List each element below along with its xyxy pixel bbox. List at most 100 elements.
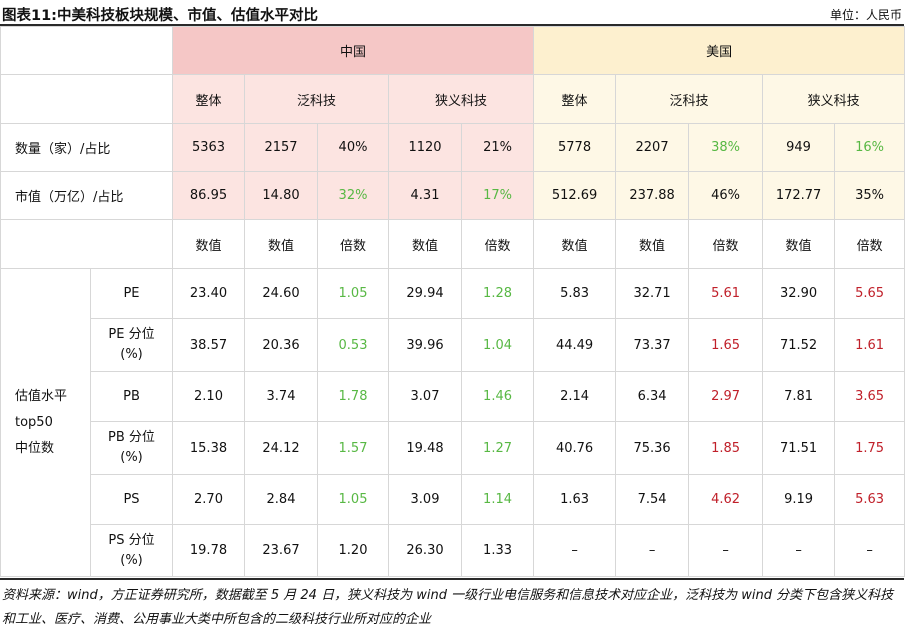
cell: 73.37 (615, 318, 690, 372)
cell: 39.96 (388, 318, 462, 372)
cell: 5.83 (533, 268, 617, 319)
cell: 32.90 (762, 268, 836, 319)
cell: 2.84 (244, 474, 318, 525)
cell: 38% (688, 123, 764, 172)
table-row: 数量（家）/占比 5363 2157 40% 1120 21% 5778 220… (0, 123, 906, 172)
cell: 14.80 (244, 171, 318, 220)
cell: 4.62 (688, 474, 764, 525)
table-row: PS 分位 (%) 19.78 23.67 1.20 26.30 1.33 – … (1, 524, 906, 577)
bottom-rule (0, 578, 904, 580)
table-row: PS 2.70 2.84 1.05 3.09 1.14 1.63 7.54 4.… (1, 474, 906, 525)
cell: 20.36 (244, 318, 318, 372)
cell: 5.63 (834, 474, 906, 525)
row-label-line: (%) (120, 450, 143, 465)
table-row: 市值（万亿）/占比 86.95 14.80 32% 4.31 17% 512.6… (0, 171, 906, 220)
corner-cell-2 (0, 74, 173, 124)
us-narrow-header: 狭义科技 (762, 74, 906, 124)
cn-whole-header: 整体 (172, 74, 245, 124)
cell: 6.34 (615, 371, 690, 422)
cell: 44.49 (533, 318, 617, 372)
row-label-line: PB 分位 (108, 430, 155, 445)
cell: 1.28 (460, 268, 535, 319)
metric-multiple-header: 倍数 (317, 219, 389, 269)
cell: – (615, 524, 690, 577)
cell: 1.04 (460, 318, 535, 372)
group-us: 美国 (533, 26, 906, 75)
cell: 1.75 (834, 421, 906, 475)
cell: 1.14 (460, 474, 535, 525)
cell: 2.10 (172, 371, 245, 422)
cell: 21% (460, 123, 535, 172)
cell: 1.85 (688, 421, 764, 475)
cell: 949 (762, 123, 836, 172)
side-label-line: 中位数 (15, 440, 55, 456)
cell: 5.61 (688, 268, 764, 319)
cell: 1.05 (317, 474, 389, 525)
cell: 40% (317, 123, 389, 172)
cell: 46% (688, 171, 764, 220)
cell: 29.94 (388, 268, 462, 319)
cell: 40.76 (533, 421, 617, 475)
cell: 71.52 (762, 318, 836, 372)
table-row: PE 分位 (%) 38.57 20.36 0.53 39.96 1.04 44… (1, 318, 906, 372)
side-label-line: 估值水平 (15, 388, 68, 404)
cell: 5363 (172, 123, 245, 172)
cell: 172.77 (762, 171, 836, 220)
metric-multiple-header: 倍数 (834, 219, 906, 269)
cell: 5.65 (834, 268, 906, 319)
row-label-ps: PS (90, 474, 173, 525)
row-label-pb: PB (90, 371, 173, 422)
group-china: 中国 (171, 26, 535, 75)
cell: 38.57 (172, 318, 245, 372)
cell: 2207 (615, 123, 690, 172)
table-row: PB 分位 (%) 15.38 24.12 1.57 19.48 1.27 40… (1, 421, 906, 475)
sub-header-row: 整体 泛科技 狭义科技 整体 泛科技 狭义科技 (0, 74, 906, 124)
metric-multiple-header: 倍数 (460, 219, 535, 269)
metric-header-row: 数值 数值 倍数 数值 倍数 数值 数值 倍数 数值 倍数 (0, 219, 906, 269)
figure-title: 图表11:中美科技板块规模、市值、估值水平对比 (2, 8, 318, 24)
row-label-pe: PE (90, 268, 173, 319)
metric-value-header: 数值 (172, 219, 245, 269)
cell: 1120 (388, 123, 462, 172)
cell: – (762, 524, 836, 577)
cell: – (688, 524, 764, 577)
cell: 1.27 (460, 421, 535, 475)
corner-cell-3 (0, 219, 173, 269)
side-label-line: top50 (15, 414, 53, 430)
row-label-pe-pct: PE 分位 (%) (90, 318, 173, 372)
cell: – (834, 524, 906, 577)
row-label-count: 数量（家）/占比 (0, 123, 173, 172)
cn-broad-header: 泛科技 (244, 74, 389, 124)
cell: 1.05 (317, 268, 389, 319)
metric-value-header: 数值 (388, 219, 462, 269)
cn-narrow-header: 狭义科技 (387, 74, 535, 124)
cell: 2.97 (688, 371, 764, 422)
unit-label: 单位：人民币 (829, 8, 902, 22)
row-label-ps-pct: PS 分位 (%) (90, 524, 173, 577)
corner-cell (0, 26, 173, 75)
cell: 2.70 (172, 474, 245, 525)
top-rule (0, 24, 904, 26)
metric-value-header: 数值 (533, 219, 617, 269)
us-whole-header: 整体 (533, 74, 617, 124)
cell: 1.61 (834, 318, 906, 372)
cell: 32.71 (615, 268, 690, 319)
cell: 1.78 (317, 371, 389, 422)
cell: 7.54 (615, 474, 690, 525)
cell: 75.36 (615, 421, 690, 475)
cell: 17% (460, 171, 535, 220)
cell: 35% (834, 171, 906, 220)
cell: 23.40 (172, 268, 245, 319)
cell: 3.74 (244, 371, 318, 422)
row-label-line: PE 分位 (108, 327, 155, 342)
row-label-mcap: 市值（万亿）/占比 (0, 171, 173, 220)
cell: 2.14 (533, 371, 617, 422)
table-row: PB 2.10 3.74 1.78 3.07 1.46 2.14 6.34 2.… (1, 371, 906, 422)
cell: 2157 (244, 123, 318, 172)
cell: 16% (834, 123, 906, 172)
comparison-table: 中国 美国 整体 泛科技 狭义科技 整体 泛科技 狭义科技 数量（家）/占比 5… (0, 26, 906, 577)
cell: 5778 (533, 123, 617, 172)
figure-header: 图表11:中美科技板块规模、市值、估值水平对比 单位：人民币 (0, 0, 908, 24)
cell: 15.38 (172, 421, 245, 475)
cell: 1.63 (533, 474, 617, 525)
